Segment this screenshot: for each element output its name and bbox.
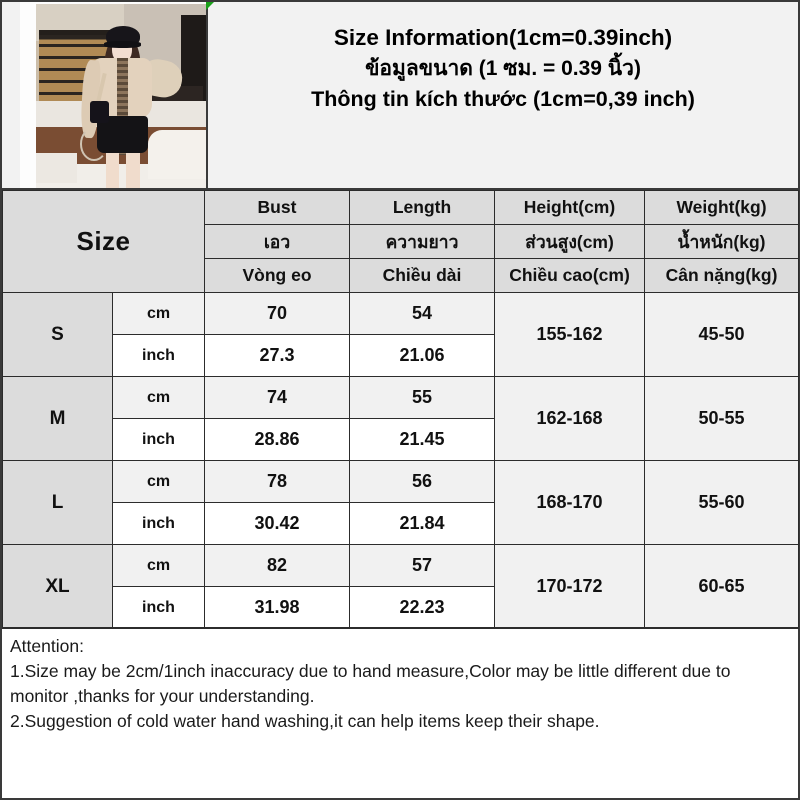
cell-weight: 60-65 (644, 544, 799, 629)
size-table: Size Bust Length Height(cm) Weight(kg) เ… (2, 190, 799, 629)
cell-length-inch: 21.84 (349, 502, 495, 545)
cell-length-cm: 55 (349, 376, 495, 419)
column-header-weight-en: Weight(kg) (644, 190, 799, 225)
attention-note-1: 1.Size may be 2cm/1inch inaccuracy due t… (10, 660, 731, 706)
column-header-length-en: Length (349, 190, 495, 225)
column-header-bust-th: เอว (204, 224, 350, 259)
table-row: L cm 78 56 168-170 55-60 (2, 460, 799, 545)
title-english: Size Information(1cm=0.39inch) (333, 25, 673, 50)
cell-height: 162-168 (494, 376, 645, 461)
table-row: S cm 70 54 155-162 45-50 (2, 292, 799, 377)
cell-size-s: S (2, 292, 113, 377)
column-header-height-th: ส่วนสูง(cm) (494, 224, 645, 259)
cell-weight: 55-60 (644, 460, 799, 545)
column-header-bust-en: Bust (204, 190, 350, 225)
title-thai: ข้อมูลขนาด (1 ซม. = 0.39 นิ้ว) (365, 56, 641, 80)
photo-model-hat-brim (104, 41, 142, 48)
header-row-thai: เอว ความยาว ส่วนสูง(cm) น้ำหนัก(kg) (3, 224, 799, 259)
column-header-bust-vi: Vòng eo (204, 258, 350, 293)
cell-height: 170-172 (494, 544, 645, 629)
cell-unit-cm: cm (112, 376, 205, 419)
cell-bust-inch: 30.42 (204, 502, 350, 545)
product-photo-cell (2, 2, 208, 188)
photo-shoulder-bag (90, 100, 110, 124)
photo-bag-chain (80, 126, 108, 161)
cell-bust-inch: 31.98 (204, 586, 350, 629)
cell-bust-cm: 70 (204, 292, 350, 335)
attention-heading: Attention: (10, 636, 84, 656)
photo-sheet-right (148, 130, 206, 179)
photo-model-leg-left (105, 149, 120, 188)
cell-unit-inch: inch (112, 334, 205, 377)
column-header-height-en: Height(cm) (494, 190, 645, 225)
photo-model-leg-right (126, 149, 140, 188)
column-header-length-th: ความยาว (349, 224, 495, 259)
cell-unit-cm: cm (112, 292, 205, 335)
cell-unit-inch: inch (112, 586, 205, 629)
cell-length-inch: 22.23 (349, 586, 495, 629)
cell-weight: 50-55 (644, 376, 799, 461)
product-photo (36, 4, 206, 188)
cell-length-cm: 57 (349, 544, 495, 587)
column-header-weight-vi: Cân nặng(kg) (644, 258, 799, 293)
table-row: M cm 74 55 162-168 50-55 (2, 376, 799, 461)
header-block: Size Information(1cm=0.39inch) ข้อมูลขนา… (2, 2, 798, 190)
cell-unit-inch: inch (112, 418, 205, 461)
attention-block: Attention: 1.Size may be 2cm/1inch inacc… (2, 627, 798, 798)
table-head: Size Bust Length Height(cm) Weight(kg) เ… (2, 190, 799, 293)
cell-size-l: L (2, 460, 113, 545)
cell-bust-inch: 28.86 (204, 418, 350, 461)
cell-bust-cm: 74 (204, 376, 350, 419)
column-header-height-vi: Chiều cao(cm) (494, 258, 645, 293)
column-header-weight-th: น้ำหนัก(kg) (644, 224, 799, 259)
photo-frame (20, 2, 206, 188)
cell-length-inch: 21.06 (349, 334, 495, 377)
cell-weight: 45-50 (644, 292, 799, 377)
header-row-english: Size Bust Length Height(cm) Weight(kg) (2, 190, 799, 293)
attention-note-2: 2.Suggestion of cold water hand washing,… (10, 710, 600, 731)
title-block: Size Information(1cm=0.39inch) ข้อมูลขนา… (208, 2, 798, 188)
cell-height: 155-162 (494, 292, 645, 377)
column-header-size: Size (2, 190, 205, 293)
table-body: S cm 70 54 155-162 45-50 inch 27.3 21.06… (2, 292, 799, 629)
cell-unit-cm: cm (112, 544, 205, 587)
cell-bust-cm: 82 (204, 544, 350, 587)
photo-sheet-left (36, 152, 77, 183)
cell-length-cm: 56 (349, 460, 495, 503)
table-row: XL cm 82 57 170-172 60-65 (2, 544, 799, 629)
cell-bust-inch: 27.3 (204, 334, 350, 377)
cell-size-xl: XL (2, 544, 113, 629)
title-vietnamese: Thông tin kích thước (1cm=0,39 inch) (311, 86, 695, 111)
cell-size-m: M (2, 376, 113, 461)
column-header-length-vi: Chiều dài (349, 258, 495, 293)
header-row-vietnamese: Vòng eo Chiều dài Chiều cao(cm) Cân nặng… (3, 258, 799, 293)
cell-length-cm: 54 (349, 292, 495, 335)
cell-bust-cm: 78 (204, 460, 350, 503)
table-row: inch 27.3 21.06 (3, 334, 799, 377)
cell-length-inch: 21.45 (349, 418, 495, 461)
table-row: inch 28.86 21.45 (3, 418, 799, 461)
photo-cardigan-trim (116, 57, 128, 155)
cell-unit-inch: inch (112, 502, 205, 545)
cell-unit-cm: cm (112, 460, 205, 503)
green-corner-marker-icon (206, 2, 214, 10)
cell-height: 168-170 (494, 460, 645, 545)
